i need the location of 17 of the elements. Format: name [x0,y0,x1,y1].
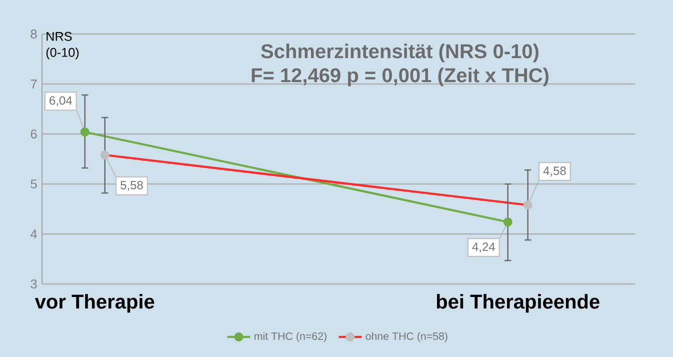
x-tick-label: vor Therapie [34,294,154,313]
x-tick-label: bei Therapieende [436,294,600,313]
data-label: 5,58 [120,180,143,191]
y-tick-label: 7 [30,80,37,88]
data-label: 6,04 [50,96,72,106]
y-tick-label: 5 [30,180,37,188]
y-tick-label: 4 [30,230,37,238]
legend-label: mit THC (n=62) [254,332,326,342]
y-tick-label: 6 [30,130,37,138]
y-tick-label: 3 [30,280,37,288]
y-tick-label: 8 [30,30,37,38]
legend-label: ohne THC (n=58) [366,332,448,342]
y-axis-title: NRS (0-10) [46,32,79,60]
data-label: 4,58 [543,166,566,176]
data-label: 4,24 [472,242,495,252]
text: F= 12,469 p = 0,001 (Zeit x THC) [252,68,548,86]
chart-title: Schmerzintensität (NRS 0-10) [261,44,538,62]
